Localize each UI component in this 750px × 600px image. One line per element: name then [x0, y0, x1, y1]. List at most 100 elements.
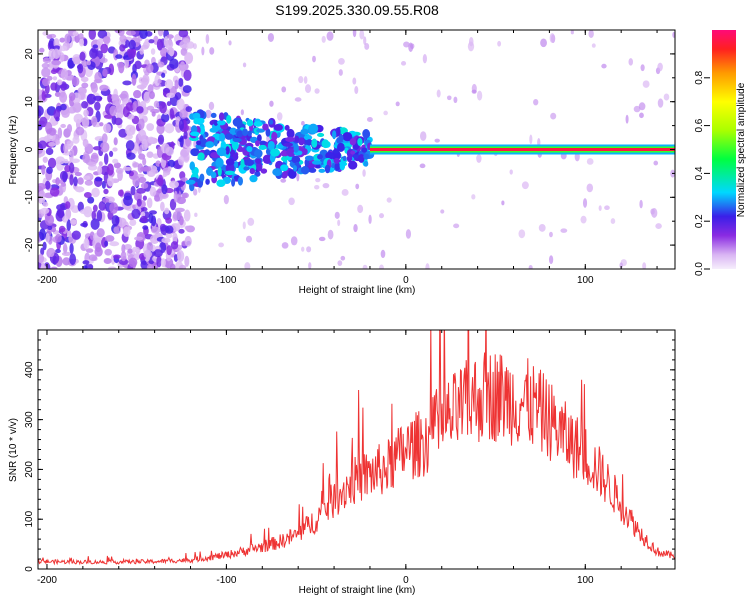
spectrogram-cell	[625, 114, 629, 124]
spectrogram-cell	[83, 175, 91, 180]
spectrogram-cell	[256, 162, 263, 172]
spectrogram-cell	[66, 219, 72, 231]
spectrogram-cell	[639, 199, 643, 209]
spectrogram-cell	[88, 30, 97, 40]
spectrogram-cell	[125, 140, 135, 151]
spectrogram-cell	[205, 109, 212, 119]
spectrogram-cell	[137, 129, 147, 142]
spectrogram-cell	[133, 89, 142, 99]
spectrogram-cell	[83, 238, 90, 250]
spectrogram-cell	[267, 140, 275, 151]
spectrogram-cell	[40, 207, 50, 215]
spectrogram-cell	[52, 76, 58, 81]
spectrogram-cell	[96, 228, 105, 238]
spectrogram-cell	[161, 237, 171, 244]
spectrogram-cell	[98, 161, 103, 167]
spectrogram-cell	[240, 158, 245, 169]
spectrogram-cell	[521, 181, 529, 190]
spectrogram-cell	[166, 47, 174, 56]
spectrogram-cell	[45, 180, 51, 190]
spectrogram-cell	[103, 188, 109, 195]
spectrogram-cell	[40, 265, 47, 269]
spectrogram-cell	[146, 123, 155, 131]
spectrogram-cell	[550, 112, 557, 120]
spectrogram-cell	[81, 101, 89, 109]
chart-title: S199.2025.330.09.55.R08	[275, 2, 439, 18]
spectrogram-cell	[336, 127, 341, 137]
spectrogram-cell	[259, 140, 267, 146]
spectrogram-cell	[184, 225, 191, 231]
spectrogram-cell	[201, 46, 205, 56]
spectrogram-cell	[50, 266, 58, 269]
spectrogram-cell	[79, 51, 86, 61]
spectrogram-cell	[436, 89, 441, 98]
spectrogram-cell	[113, 137, 118, 146]
spectrogram-cell	[46, 166, 53, 175]
spectrogram-cell	[166, 101, 172, 107]
spectrogram-cell	[638, 102, 646, 111]
spectrogram-cell	[48, 141, 56, 147]
spectrogram-cell	[141, 207, 148, 212]
spectrogram-cell	[209, 47, 215, 55]
spectrogram-cell	[82, 260, 90, 265]
spectrogram-cell	[179, 135, 184, 148]
spectrogram-cell	[422, 53, 427, 64]
spectrogram-cell	[358, 153, 365, 163]
y-tick-label: -10	[24, 190, 35, 205]
spectrogram-cell	[86, 93, 96, 105]
spectrogram-cell	[336, 142, 345, 153]
spectrogram-cell	[109, 105, 117, 117]
spectrogram-cell	[350, 150, 356, 155]
colorbar-tick-label: 0.0	[694, 262, 705, 276]
y-tick-label: 200	[24, 461, 35, 478]
spectrogram-cell	[118, 128, 128, 138]
spectrogram-cell	[247, 217, 255, 226]
spectrogram-cell	[138, 117, 145, 130]
spectrogram-cell	[225, 158, 235, 166]
spectrogram-cell	[158, 191, 169, 200]
spectrogram-cell	[216, 119, 226, 126]
spectrogram-cell	[298, 76, 304, 84]
spectrogram-cell	[142, 225, 149, 230]
spectrogram-cell	[255, 140, 260, 147]
spectrogram-cell	[628, 58, 634, 66]
spectrogram-cell	[383, 110, 388, 116]
spectrogram-cell	[139, 48, 144, 55]
spectrogram-cell	[290, 236, 298, 246]
spectrogram-cell	[64, 201, 71, 209]
spectrogram-cell	[189, 131, 200, 137]
spectrogram-cell	[74, 186, 85, 193]
spectrogram-y-label: Frequency (Hz)	[8, 116, 19, 185]
spectrogram-cell	[501, 200, 505, 206]
spectrogram-cell	[303, 135, 313, 141]
spectrogram-cell	[140, 211, 146, 217]
spectrogram-cell	[45, 122, 53, 134]
spectrogram-cell	[315, 177, 321, 183]
spectrogram-cell	[46, 34, 53, 40]
spectrogram-cell	[94, 71, 102, 84]
spectrogram-cell	[179, 108, 188, 119]
spectrogram-cell	[161, 184, 168, 195]
spectrogram-cell	[42, 201, 49, 207]
spectrogram-cell	[174, 207, 185, 213]
spectrogram-cell	[298, 137, 305, 146]
spectrogram-cell	[73, 176, 78, 187]
spectrogram-cell	[64, 33, 71, 44]
spectrogram-cell	[97, 165, 103, 176]
spectrogram-cell	[162, 167, 172, 173]
spectrogram-cell	[160, 143, 170, 154]
x-tick-label: -100	[216, 275, 236, 286]
spectrogram-cell	[59, 91, 68, 103]
spectrogram-cell	[368, 214, 372, 224]
spectrogram-cell	[604, 205, 610, 211]
spectrogram-cell	[90, 152, 99, 164]
spectrogram-cell	[117, 169, 123, 182]
spectrogram-y-ticks: -20 -10 0 10 20	[24, 29, 675, 270]
spectrogram-cell	[176, 250, 185, 262]
spectrogram-cell	[189, 161, 196, 171]
spectrogram-cell	[141, 76, 149, 88]
spectrogram-cell	[149, 234, 160, 244]
spectrogram-cell	[139, 215, 148, 223]
spectrogram-cell	[139, 30, 148, 40]
spectrogram-cell	[95, 242, 102, 253]
